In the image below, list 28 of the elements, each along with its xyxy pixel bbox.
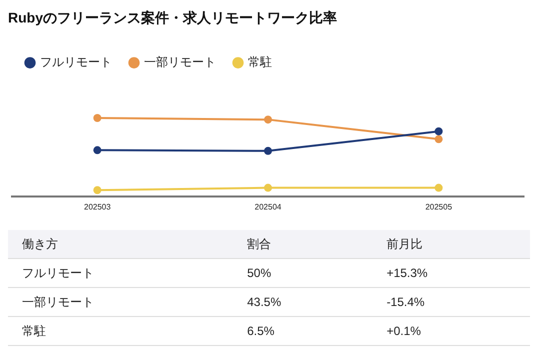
point <box>434 127 443 136</box>
text: +15.3% <box>386 266 429 280</box>
legend-label: 一部リモート <box>144 55 216 70</box>
point <box>93 146 102 154</box>
text: フルリモート <box>21 264 95 282</box>
point <box>264 184 272 192</box>
text: +0.1% <box>386 324 422 338</box>
point <box>264 116 272 124</box>
point <box>434 184 443 192</box>
point <box>434 135 443 144</box>
point <box>93 114 102 122</box>
point <box>93 186 102 194</box>
text: 一部リモート <box>21 294 95 310</box>
point <box>264 146 272 155</box>
x-tick-label: 202503 <box>84 202 112 212</box>
text: 働き方 <box>21 236 59 252</box>
legend-label: フルリモート <box>40 55 112 70</box>
text: 常駐 <box>21 322 47 340</box>
text: -15.4% <box>386 295 426 309</box>
text: 6.5% <box>247 324 276 338</box>
chart-title: Rubyのフリーランス案件・求人リモートワーク比率 <box>8 9 337 26</box>
legend-label: 常駐 <box>248 55 272 70</box>
text: 割合 <box>247 236 272 252</box>
text: 43.5% <box>247 295 282 309</box>
x-tick-label: 202505 <box>425 202 453 212</box>
x-tick-label: 202504 <box>254 202 282 212</box>
text: 50% <box>247 266 272 280</box>
text: 前月比 <box>386 236 424 252</box>
